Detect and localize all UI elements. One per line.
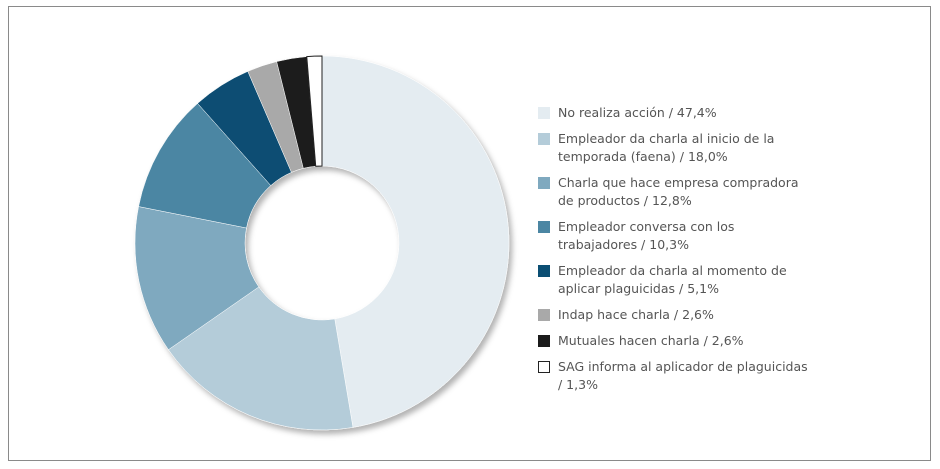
legend-swatch xyxy=(538,335,550,347)
legend-item: Empleador conversa con los trabajadores … xyxy=(538,218,858,254)
legend-item: Charla que hace empresa compradora de pr… xyxy=(538,174,858,210)
donut-slice xyxy=(168,286,354,431)
legend: No realiza acción / 47,4% Empleador da ch… xyxy=(538,104,858,402)
legend-swatch xyxy=(538,309,550,321)
legend-label: No realiza acción / 47,4% xyxy=(558,105,717,120)
legend-swatch xyxy=(538,177,550,189)
legend-swatch xyxy=(538,221,550,233)
legend-swatch xyxy=(538,107,550,119)
donut xyxy=(134,55,510,431)
legend-label: Empleador da charla al momento de aplica… xyxy=(558,263,787,296)
legend-label: Indap hace charla / 2,6% xyxy=(558,307,714,322)
legend-label: Empleador conversa con los trabajadores … xyxy=(558,219,735,252)
donut-slice xyxy=(134,206,260,351)
legend-swatch xyxy=(538,361,550,373)
legend-swatch xyxy=(538,265,550,277)
legend-item: SAG informa al aplicador de plaguicidas … xyxy=(538,358,858,394)
legend-swatch xyxy=(538,133,550,145)
legend-item: Empleador da charla al inicio de la temp… xyxy=(538,130,858,166)
legend-label: SAG informa al aplicador de plaguicidas … xyxy=(558,359,808,392)
legend-label: Mutuales hacen charla / 2,6% xyxy=(558,333,744,348)
legend-item: Empleador da charla al momento de aplica… xyxy=(538,262,858,298)
legend-label: Empleador da charla al inicio de la temp… xyxy=(558,131,775,164)
legend-item: Indap hace charla / 2,6% xyxy=(538,306,858,324)
legend-item: No realiza acción / 47,4% xyxy=(538,104,858,122)
donut-slice xyxy=(306,55,323,167)
legend-item: Mutuales hacen charla / 2,6% xyxy=(538,332,858,350)
frame xyxy=(8,6,931,461)
legend-label: Charla que hace empresa compradora de pr… xyxy=(558,175,799,208)
donut-slice xyxy=(321,55,510,428)
